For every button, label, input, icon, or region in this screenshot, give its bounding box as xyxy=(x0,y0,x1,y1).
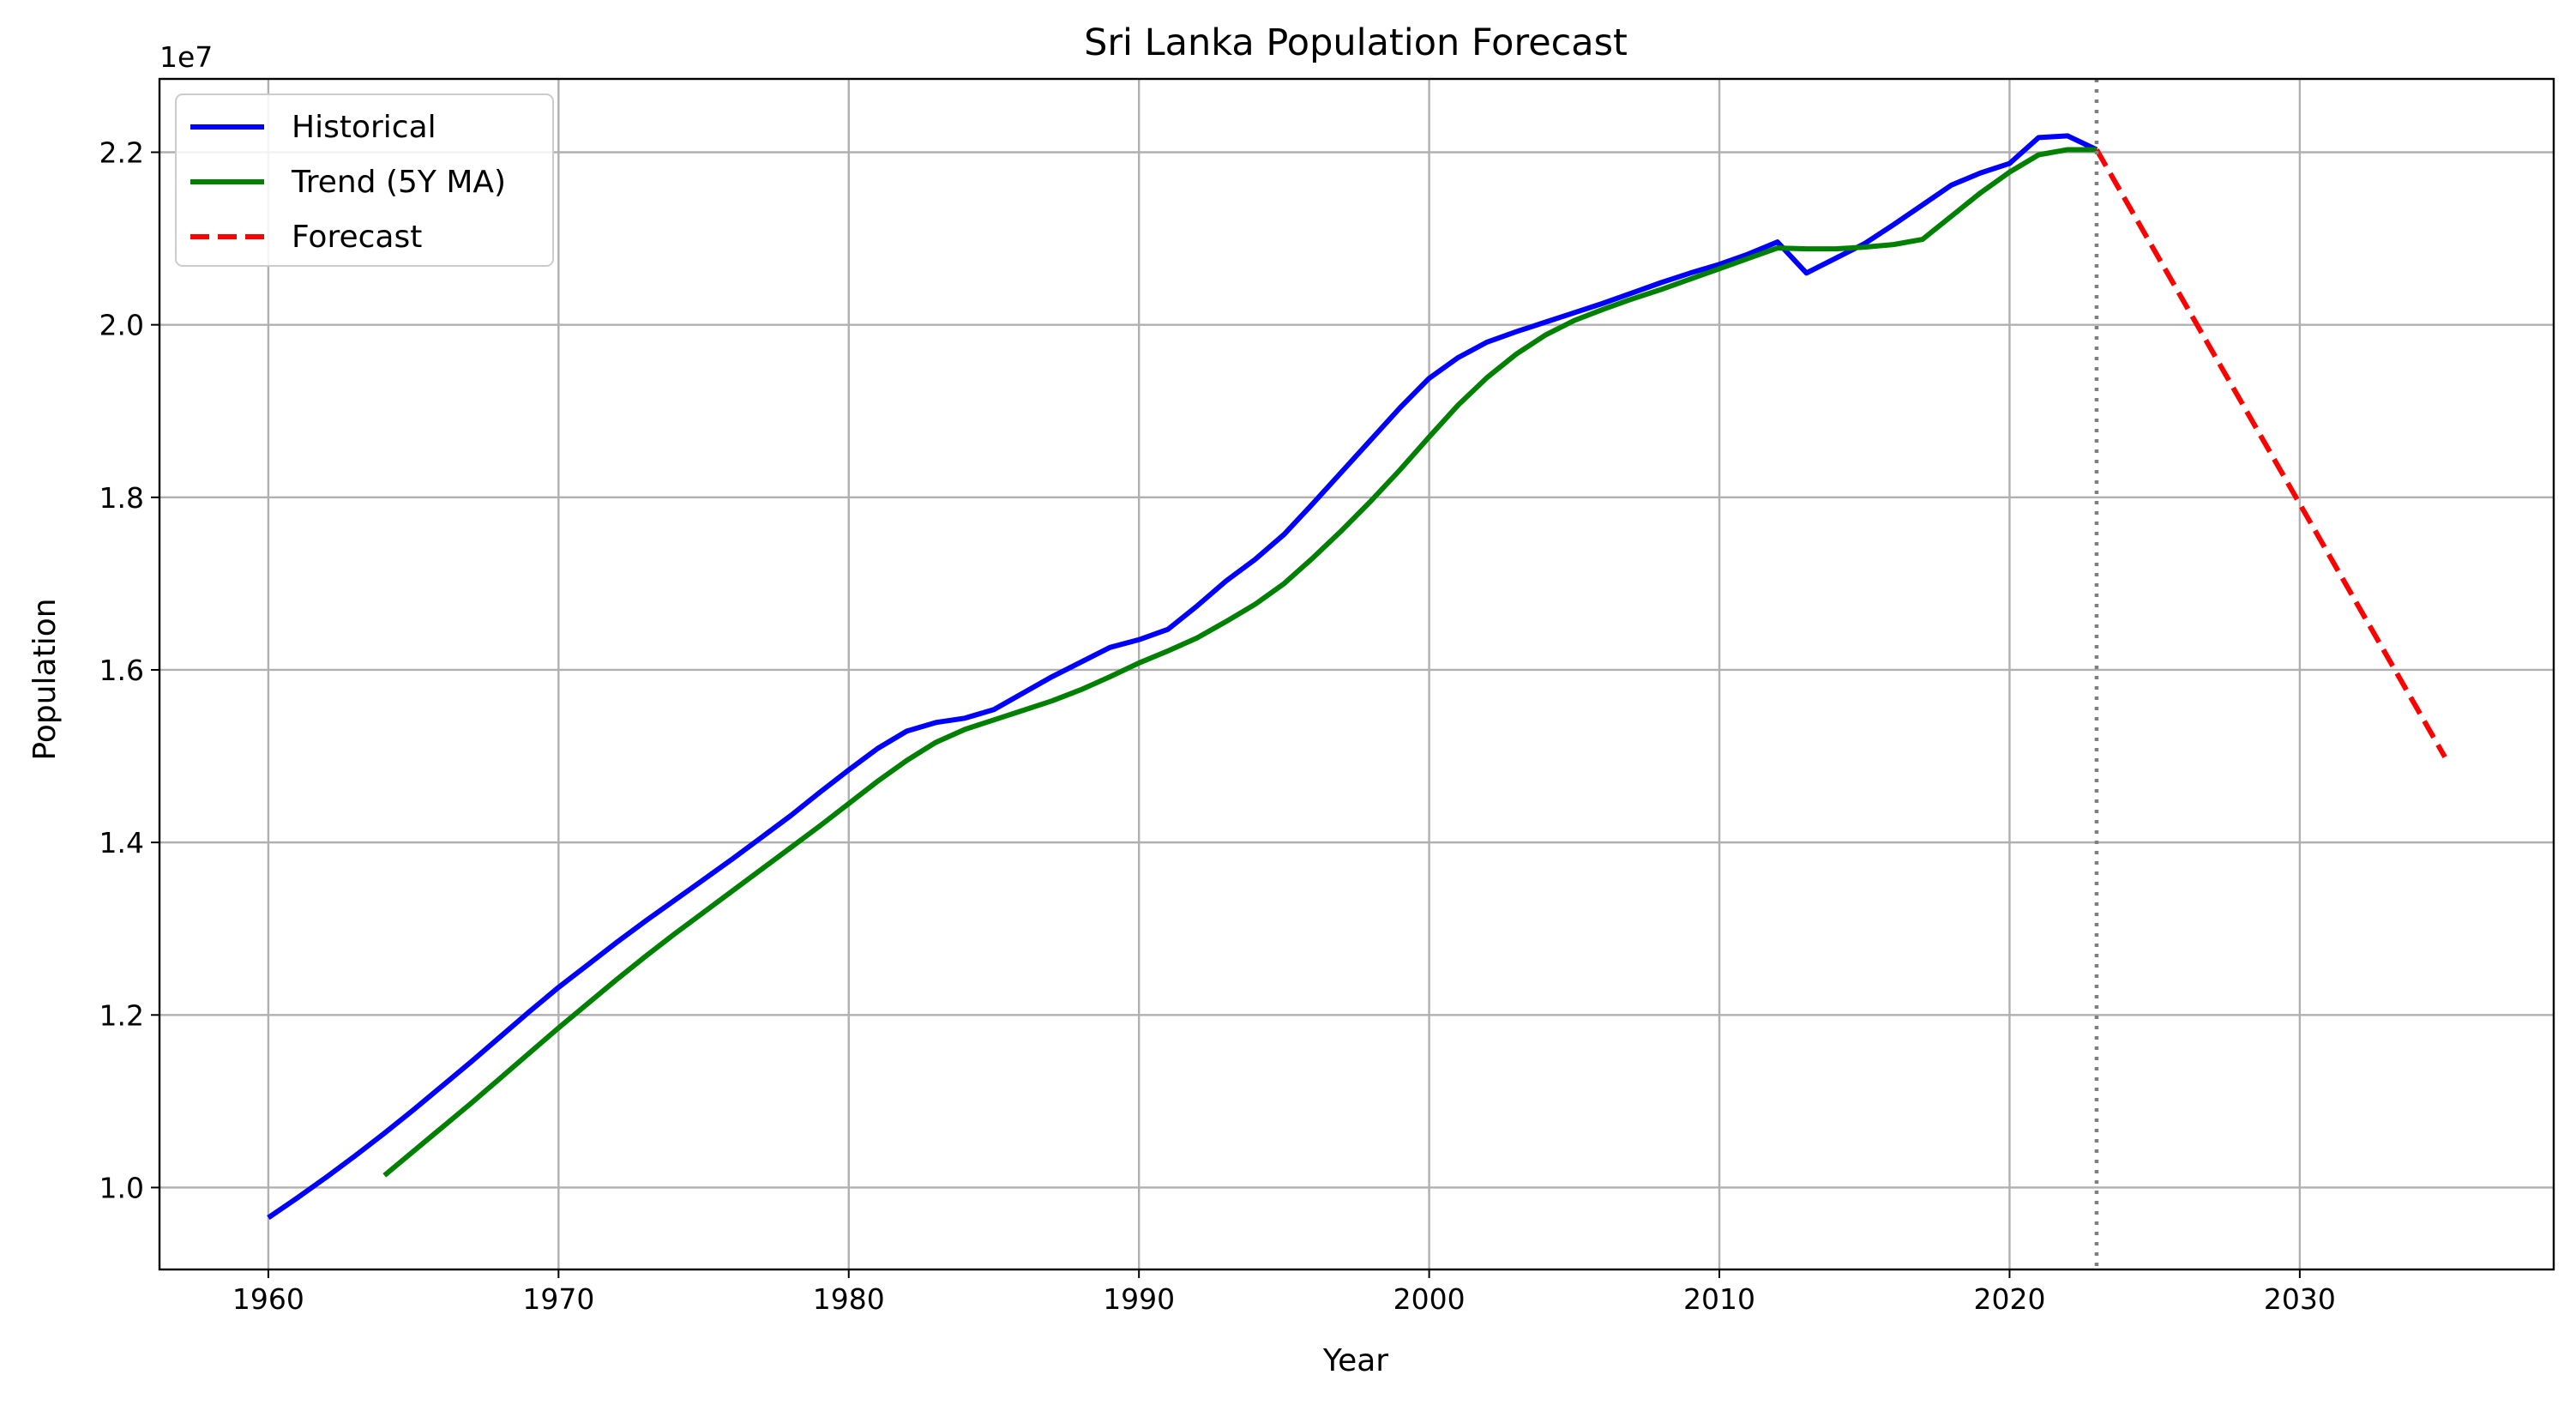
y-tick-label: 1.8 xyxy=(99,481,144,515)
legend: Historical Trend (5Y MA) Forecast xyxy=(175,93,554,267)
series-line-historical xyxy=(267,133,2098,1221)
legend-frame xyxy=(175,93,554,267)
y-tick-label: 1.4 xyxy=(99,826,144,859)
x-tick-label: 2000 xyxy=(1393,1282,1466,1316)
y-axis-label: Population xyxy=(27,598,63,760)
series-line-forecast xyxy=(2094,148,2447,759)
x-tick-label: 2020 xyxy=(1973,1282,2045,1316)
y-tick-label: 1.2 xyxy=(99,998,144,1032)
y-tick-label: 1.0 xyxy=(99,1171,144,1204)
legend-label-historical: Historical xyxy=(292,110,436,145)
x-tick-label: 2030 xyxy=(2264,1282,2336,1316)
x-axis-label: Year xyxy=(1322,1343,1388,1378)
y-axis-offset-label: 1e7 xyxy=(159,40,213,74)
plot-series xyxy=(267,79,2447,1269)
x-tick-label: 2010 xyxy=(1683,1282,1755,1316)
chart-title: Sri Lanka Population Forecast xyxy=(1084,21,1628,64)
x-tick-label: 1970 xyxy=(522,1282,594,1316)
legend-label-trend: Trend (5Y MA) xyxy=(291,165,506,200)
y-tick-label: 2.2 xyxy=(99,136,144,169)
plot-frame xyxy=(158,77,2555,1271)
legend-label-forecast: Forecast xyxy=(292,220,422,255)
y-tick-label: 1.6 xyxy=(99,654,144,687)
x-tick-label: 1980 xyxy=(813,1282,885,1316)
axis-ticks: 1960 1970 1980 1990 2000 2010 2020 2030 1.0 1.2 1.… xyxy=(99,136,2336,1316)
x-tick-label: 1990 xyxy=(1103,1282,1175,1316)
series-line-trend-5y-ma xyxy=(382,147,2097,1178)
y-tick-label: 2.0 xyxy=(99,309,144,342)
grid xyxy=(159,79,2554,1269)
x-tick-label: 1960 xyxy=(232,1282,304,1316)
